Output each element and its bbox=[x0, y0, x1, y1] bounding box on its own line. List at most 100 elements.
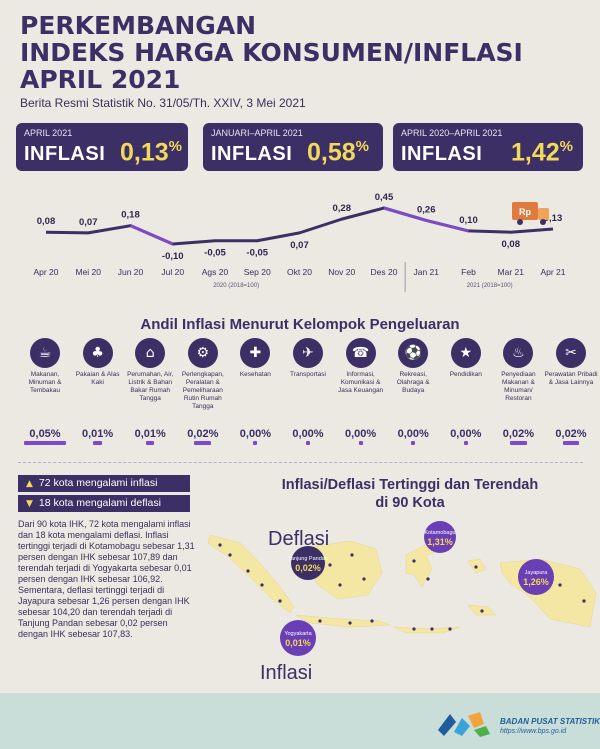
truck-wheel bbox=[517, 219, 523, 225]
data-label: 0,28 bbox=[333, 203, 352, 214]
bps-url[interactable]: https://www.bps.go.id bbox=[500, 728, 567, 735]
group-name: Penyediaan Makanan & Minuman/ Restoran bbox=[501, 371, 536, 402]
data-label: 0,26 bbox=[417, 204, 436, 215]
x-tick-label: Jul 20 bbox=[161, 267, 184, 277]
group-contribution: 0,01% bbox=[123, 428, 177, 445]
series-line bbox=[45, 206, 554, 246]
x-tick-label: Mar 21 bbox=[498, 267, 525, 277]
data-label: -0,05 bbox=[204, 248, 226, 259]
group-item: ⚙ Perlengkapan, Peralatan & Pemeliharaan … bbox=[176, 338, 230, 411]
contribution-value: 0,00% bbox=[450, 428, 482, 440]
city-dot bbox=[228, 553, 232, 557]
x-tick-label: Okt 20 bbox=[287, 267, 312, 277]
x-tick-label: Feb bbox=[461, 267, 476, 277]
contribution-bar bbox=[358, 441, 363, 445]
x-tick-label: Nov 20 bbox=[328, 267, 355, 277]
appliance-icon: ⚙ bbox=[187, 338, 218, 368]
callout-bubble bbox=[291, 546, 325, 580]
group-contribution: 0,02% bbox=[544, 428, 598, 445]
city-dot bbox=[278, 599, 282, 603]
phone-icon: ☎ bbox=[345, 338, 376, 368]
callout-city: Jayapura bbox=[525, 570, 549, 576]
group-name: Rekreasi, Olahraga & Budaya bbox=[396, 371, 430, 394]
contribution-bar bbox=[411, 441, 416, 445]
base-year-note: 2020 (2018=100) bbox=[213, 283, 259, 289]
section-divider bbox=[18, 462, 583, 463]
group-item: ⌂ Perumahan, Air, Listrik & Bahan Bakar R… bbox=[123, 338, 177, 403]
group-name: Perumahan, Air, Listrik & Bahan Bakar Ru… bbox=[127, 371, 174, 402]
kpi-value: 1,42% bbox=[511, 138, 574, 167]
contribution-bar bbox=[194, 441, 212, 445]
report-subtitle: Berita Resmi Statistik No. 31/05/Th. XXI… bbox=[20, 96, 306, 110]
contribution-bar bbox=[306, 441, 310, 445]
callout-city: Yogyakarta bbox=[284, 631, 312, 637]
deflation-cities-count: ▼ 18 kota mengalami deflasi bbox=[18, 495, 190, 512]
group-item: ♨ Penyediaan Makanan & Minuman/ Restoran bbox=[491, 338, 545, 403]
title-line-1: PERKEMBANGAN bbox=[20, 11, 257, 40]
callout-value: 1,31% bbox=[427, 537, 453, 547]
group-name: Perlengkapan, Peralatan & Pemeliharaan R… bbox=[181, 371, 224, 410]
kpi-period: APRIL 2020–APRIL 2021 bbox=[401, 128, 503, 138]
city-dot bbox=[426, 577, 430, 581]
contribution-value: 0,00% bbox=[397, 428, 429, 440]
group-contribution: 0,02% bbox=[176, 428, 230, 445]
data-label: 0,07 bbox=[290, 240, 309, 251]
graduation-cap-icon: ★ bbox=[450, 338, 481, 368]
inflation-cities-count: ▲ 72 kota mengalami inflasi bbox=[18, 475, 190, 492]
group-item: ☕ Makanan, Minuman & Tembakau bbox=[18, 338, 72, 395]
callout-bubble bbox=[518, 559, 554, 595]
airplane-icon: ✈ bbox=[293, 338, 323, 368]
contribution-bar bbox=[24, 441, 66, 445]
monthly-inflation-line-chart: 0,08 0,07 0,18 -0,10 -0,05 -0,05 0,07 0,28 0,45 0… bbox=[33, 192, 566, 292]
truck-wheel bbox=[540, 219, 546, 225]
group-contribution: 0,00% bbox=[386, 428, 440, 445]
city-dot bbox=[558, 583, 562, 587]
kpi-period: JANUARI–APRIL 2021 bbox=[211, 128, 303, 138]
dress-icon: ♣ bbox=[82, 338, 113, 368]
page-title: PERKEMBANGAN INDEKS HARGA KONSUMEN/INFLA… bbox=[20, 12, 580, 93]
group-item: ✈ Transportasi bbox=[281, 338, 335, 379]
bps-org-name: BADAN PUSAT STATISTIK bbox=[500, 717, 600, 726]
group-contribution: 0,00% bbox=[228, 428, 282, 445]
truck-label: Rp bbox=[519, 207, 531, 217]
city-dot bbox=[246, 569, 250, 573]
group-name: Kesehatan bbox=[239, 371, 271, 378]
group-contribution: 0,01% bbox=[71, 428, 125, 445]
city-dot bbox=[430, 627, 434, 631]
city-dot bbox=[362, 577, 366, 581]
house-icon: ⌂ bbox=[135, 338, 166, 368]
data-label: 0,45 bbox=[375, 192, 394, 203]
restaurant-icon: ♨ bbox=[503, 338, 534, 368]
city-dot bbox=[412, 559, 416, 563]
callout-value: 0,02% bbox=[295, 563, 321, 573]
groups-section-title: Andil Inflasi Menurut Kelompok Pengeluar… bbox=[140, 316, 460, 333]
group-name: Informasi, Komunikasi & Jasa Keuangan bbox=[338, 371, 384, 394]
x-tick-label: Jun 20 bbox=[118, 267, 144, 277]
truck-icon bbox=[512, 202, 538, 220]
kpi-label: INFLASI bbox=[211, 143, 293, 165]
city-dot bbox=[338, 583, 342, 587]
group-contribution: 0,02% bbox=[491, 428, 545, 445]
kpi-label: INFLASI bbox=[24, 143, 106, 165]
city-dot bbox=[582, 599, 586, 603]
contribution-bar bbox=[145, 441, 155, 445]
contribution-bar bbox=[509, 441, 527, 445]
runner-icon: ⚽ bbox=[398, 338, 429, 368]
data-label: 0,07 bbox=[79, 217, 98, 228]
map-title: Inflasi/Deflasi Tertinggi dan Terendah d… bbox=[281, 477, 539, 511]
x-tick-label: Jan 21 bbox=[413, 267, 439, 277]
contribution-value: 0,02% bbox=[187, 428, 219, 440]
x-tick-label: Ags 20 bbox=[202, 267, 229, 277]
kpi-period: APRIL 2021 bbox=[24, 128, 73, 138]
contribution-value: 0,01% bbox=[134, 428, 166, 440]
contribution-value: 0,02% bbox=[502, 428, 534, 440]
triangle-up-icon: ▲ bbox=[26, 479, 33, 489]
data-label: 0,08 bbox=[37, 216, 56, 227]
group-contribution: 0,05% bbox=[18, 428, 72, 445]
city-dot bbox=[474, 565, 478, 569]
data-label: 0,13 bbox=[544, 213, 563, 224]
group-name: Pendidikan bbox=[449, 371, 482, 378]
footer-band bbox=[0, 693, 600, 749]
contribution-value: 0,00% bbox=[292, 428, 324, 440]
